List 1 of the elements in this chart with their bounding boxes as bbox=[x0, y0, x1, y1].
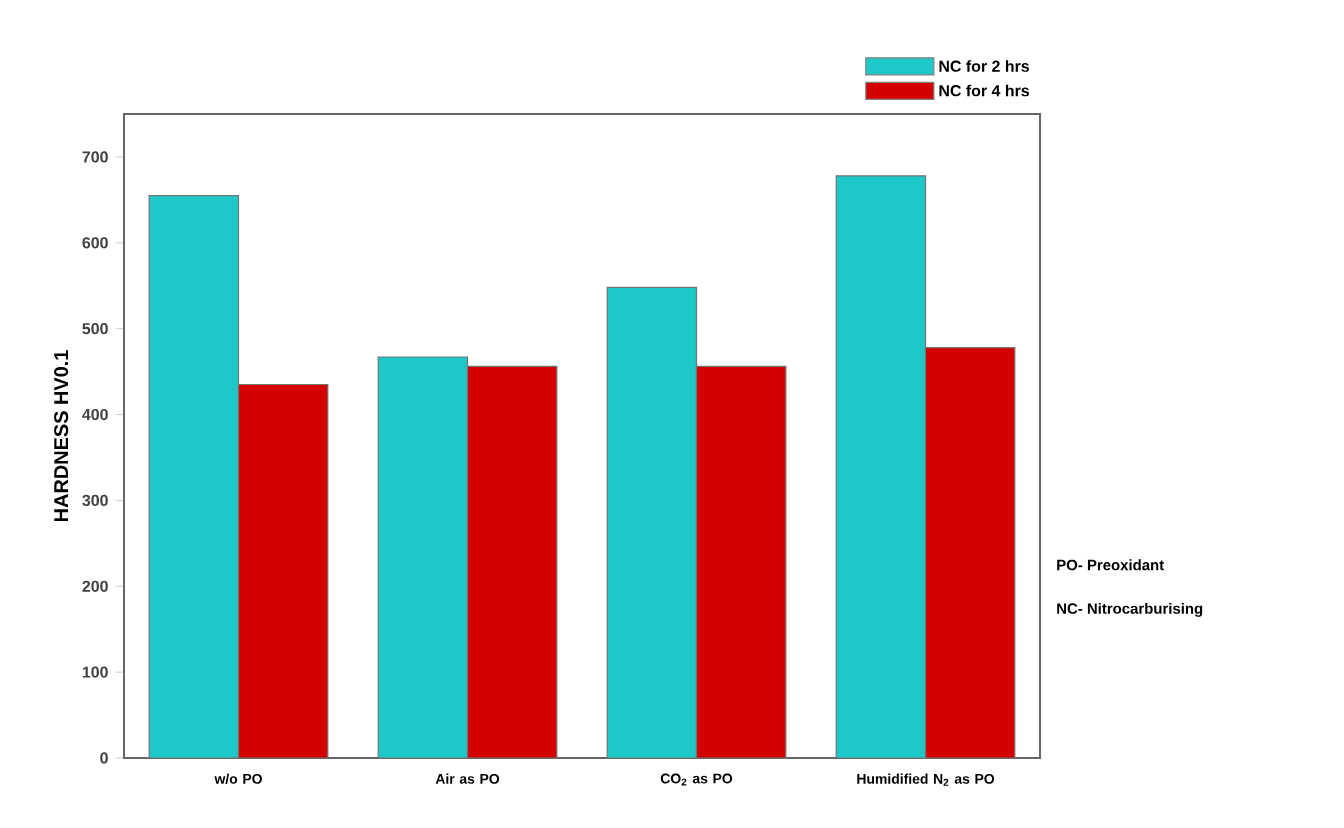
y-axis-title: HARDNESS HV0.1 bbox=[54, 350, 69, 522]
